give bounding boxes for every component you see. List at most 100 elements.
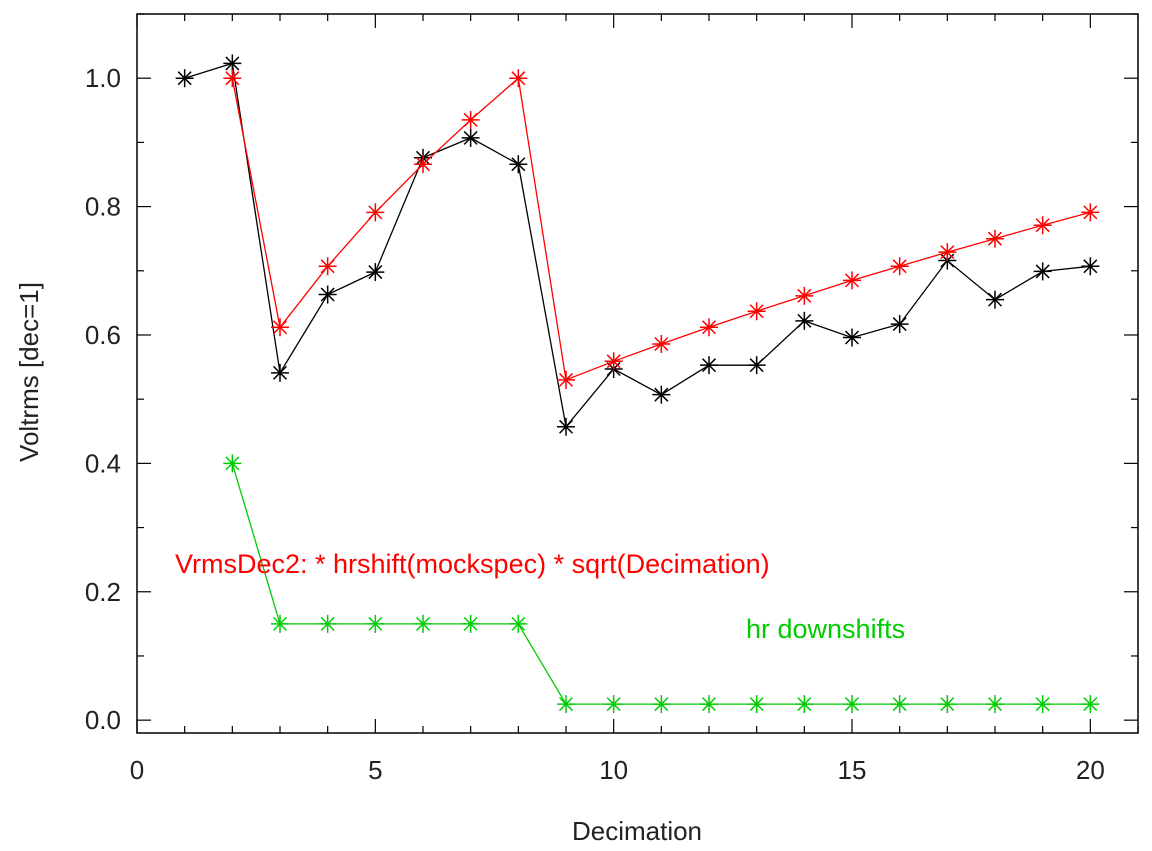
marker-stroke [987,292,1003,307]
data-point [747,356,766,375]
data-point [843,328,861,347]
data-point [700,356,718,375]
data-point [986,229,1004,248]
marker-stroke [1083,205,1098,220]
marker-stroke [463,112,478,127]
data-point [1081,257,1100,276]
marker-stroke [320,259,335,274]
data-point [175,69,194,88]
data-point [1033,695,1052,714]
marker-stroke [415,157,431,172]
marker-stroke [987,231,1003,246]
marker-stroke [940,697,955,712]
marker-stroke [797,697,812,712]
data-point [271,614,289,633]
data-point [461,128,480,147]
marker-stroke [558,372,574,387]
data-point [795,286,814,305]
annotation-hr-downshifts: hr downshifts [746,614,905,644]
data-point [604,695,623,714]
marker-stroke [749,697,764,712]
marker-stroke [272,616,288,631]
series-line [184,62,1091,429]
data-point [700,318,718,337]
data-point [1033,262,1052,281]
data-point [1081,203,1100,222]
marker-stroke [654,697,669,712]
data-point [414,614,432,633]
marker-stroke [654,387,669,402]
series-2 [223,454,1100,714]
data-point [747,695,766,714]
marker-stroke [844,330,860,345]
marker-stroke [892,259,907,274]
y-tick-label: 0.2 [85,577,121,607]
data-point [271,363,289,382]
marker-stroke [1035,697,1050,712]
marker-stroke [892,317,907,332]
data-point [271,318,289,337]
x-tick-label: 15 [838,755,867,785]
y-tick-label: 0.6 [85,320,121,350]
data-point [1033,216,1052,235]
marker-stroke [320,287,335,302]
data-point [1081,695,1100,714]
data-point [890,695,909,714]
data-point [461,110,480,129]
data-point [557,417,575,436]
data-point [986,695,1004,714]
marker-stroke [511,616,526,631]
marker-stroke [177,71,192,86]
data-point [700,695,718,714]
marker-stroke [1083,697,1098,712]
y-tick-label: 0.8 [85,192,121,222]
marker-stroke [797,288,812,303]
data-point [318,614,337,633]
data-point [366,203,385,222]
data-point [509,614,528,633]
axis-tick-labels: 0 5 10 15 20 0.0 0.2 0.4 0.6 0.8 1.0 [85,63,1105,785]
data-point [414,155,432,174]
marker-stroke [225,56,240,71]
y-tick-label: 1.0 [85,63,121,93]
marker-stroke [749,358,764,373]
marker-stroke [463,130,478,145]
data-point [843,695,861,714]
marker-stroke [225,71,240,86]
x-axis-title: Decimation [572,816,702,846]
data-point [652,334,671,353]
marker-stroke [511,71,526,86]
marker-stroke [272,365,288,380]
axis-ticks [136,13,1139,733]
marker-stroke [272,320,288,335]
marker-stroke [415,616,431,631]
marker-stroke [987,697,1003,712]
data-point [223,454,242,473]
series-line [231,76,1091,381]
data-point [843,271,861,290]
data-point [223,69,242,88]
plot-border [136,13,1139,734]
marker-stroke [797,313,812,328]
series-line [231,463,1091,705]
marker-stroke [892,697,907,712]
x-tick-label: 20 [1076,755,1105,785]
marker-stroke [368,616,383,631]
marker-stroke [225,456,240,471]
marker-stroke [1035,264,1050,279]
marker-stroke [749,304,764,319]
data-point [652,695,671,714]
series-layer [175,54,1100,714]
data-point [938,695,957,714]
marker-stroke [606,354,621,369]
marker-stroke [368,265,383,280]
annotation-vrmsdec2: VrmsDec2: * hrshift(mockspec) * sqrt(Dec… [175,549,770,579]
marker-stroke [701,358,717,373]
marker-stroke [701,697,717,712]
marker-stroke [511,157,526,172]
data-point [318,285,337,304]
marker-stroke [1035,218,1050,233]
data-point [366,614,385,633]
marker-stroke [320,616,335,631]
